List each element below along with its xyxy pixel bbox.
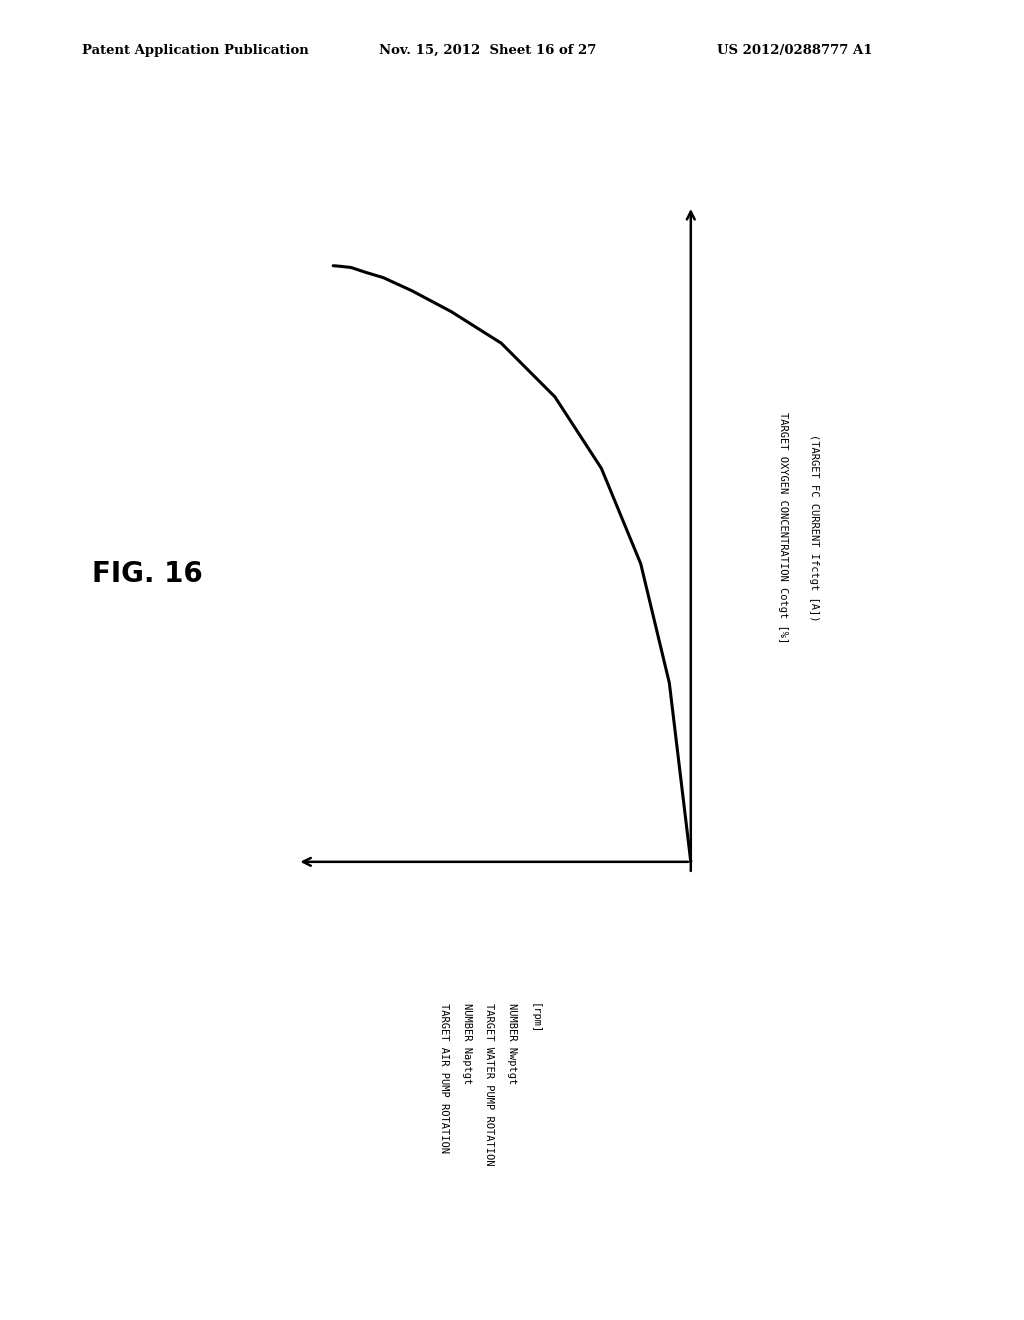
Text: US 2012/0288777 A1: US 2012/0288777 A1 <box>717 44 872 57</box>
Text: TARGET OXYGEN CONCENTRATION Cotgt [%]: TARGET OXYGEN CONCENTRATION Cotgt [%] <box>778 412 788 644</box>
Text: (TARGET FC CURRENT Ifctgt [A]): (TARGET FC CURRENT Ifctgt [A]) <box>809 434 819 622</box>
Text: [rpm]: [rpm] <box>529 1003 540 1035</box>
Text: NUMBER Naptgt: NUMBER Naptgt <box>462 1003 472 1085</box>
Text: FIG. 16: FIG. 16 <box>92 560 203 589</box>
Text: Patent Application Publication: Patent Application Publication <box>82 44 308 57</box>
Text: TARGET AIR PUMP ROTATION: TARGET AIR PUMP ROTATION <box>439 1003 450 1154</box>
Text: Nov. 15, 2012  Sheet 16 of 27: Nov. 15, 2012 Sheet 16 of 27 <box>379 44 596 57</box>
Text: TARGET WATER PUMP ROTATION: TARGET WATER PUMP ROTATION <box>484 1003 495 1166</box>
Text: NUMBER Nwptgt: NUMBER Nwptgt <box>507 1003 517 1085</box>
